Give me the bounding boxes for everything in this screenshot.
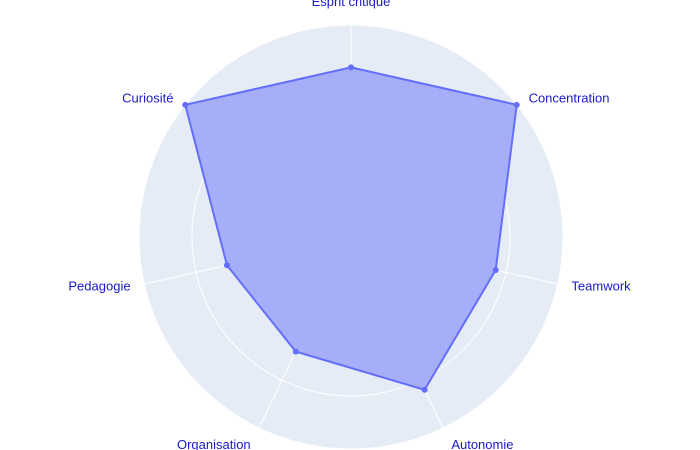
data-point-5 <box>223 262 230 269</box>
axis-label-3: Autonomie <box>451 437 513 450</box>
axis-label-0: Esprit critique <box>312 0 391 9</box>
data-point-2 <box>492 267 499 274</box>
data-point-0 <box>348 64 354 71</box>
series-area <box>184 66 518 391</box>
data-point-6 <box>182 101 189 108</box>
axis-label-1: Concentration <box>529 91 610 106</box>
data-point-4 <box>292 348 299 355</box>
data-point-3 <box>421 386 428 393</box>
axis-labels: Esprit critique Concentration Teamwork Auto… <box>68 0 631 450</box>
axis-label-6: Curiosité <box>122 91 173 106</box>
axis-label-4: Organisation <box>177 437 251 450</box>
data-point-1 <box>513 101 520 108</box>
series-markers <box>182 64 520 393</box>
axis-label-5: Pedagogie <box>68 278 130 293</box>
axis-label-2: Teamwork <box>571 278 631 293</box>
